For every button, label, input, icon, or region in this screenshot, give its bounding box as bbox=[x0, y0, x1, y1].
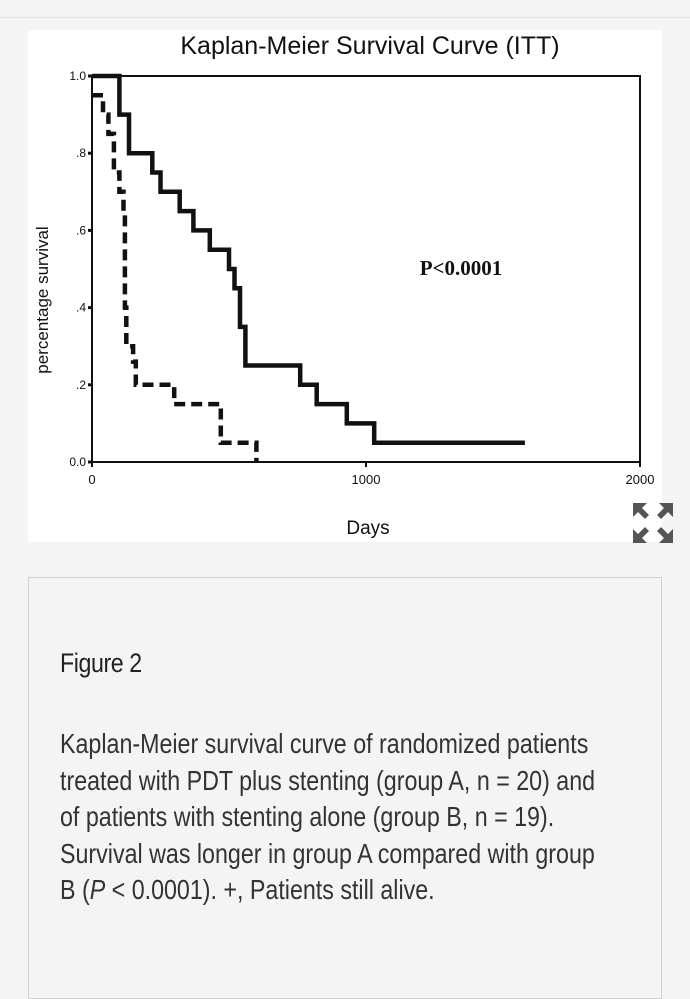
y-axis-label: percentage survival bbox=[33, 226, 52, 373]
caption-text-part1: Kaplan-Meier survival curve of randomize… bbox=[60, 728, 596, 906]
y-tick-label: 0.0 bbox=[69, 455, 86, 469]
chart-title: Kaplan-Meier Survival Curve (ITT) bbox=[180, 32, 559, 60]
caption-p-italic: P bbox=[89, 874, 106, 906]
y-tick-label: .6 bbox=[76, 223, 86, 237]
survival-curve-solid bbox=[92, 73, 525, 445]
km-chart: Kaplan-Meier Survival Curve (ITT) percen… bbox=[33, 32, 654, 539]
caption-title: Figure 2 bbox=[60, 648, 142, 678]
x-tick-label: 2000 bbox=[626, 472, 655, 487]
axis-ticks: 0.0 .2 .4 .6 .8 1.0 0 1000 2000 bbox=[69, 69, 654, 487]
y-tick-label: 1.0 bbox=[69, 69, 86, 83]
figure-image: Kaplan-Meier Survival Curve (ITT) percen… bbox=[28, 30, 673, 543]
y-tick-label: .8 bbox=[76, 146, 86, 160]
caption-text-part2: < 0.0001). +, Patients still alive. bbox=[105, 874, 435, 906]
y-tick-label: .2 bbox=[76, 378, 86, 392]
expand-arrows-icon[interactable] bbox=[630, 500, 676, 546]
survival-curves bbox=[92, 73, 525, 462]
x-axis-label: Days bbox=[346, 518, 389, 539]
x-tick-label: 0 bbox=[88, 472, 95, 487]
caption-panel: Figure 2 Kaplan-Meier survival curve of … bbox=[28, 577, 662, 999]
x-tick-label: 1000 bbox=[352, 472, 381, 487]
p-value-annotation: P<0.0001 bbox=[420, 256, 503, 280]
y-tick-label: .4 bbox=[76, 301, 86, 315]
caption-text: Kaplan-Meier survival curve of randomize… bbox=[60, 726, 608, 909]
survival-curve-dashed bbox=[92, 93, 259, 462]
top-divider bbox=[0, 17, 690, 18]
